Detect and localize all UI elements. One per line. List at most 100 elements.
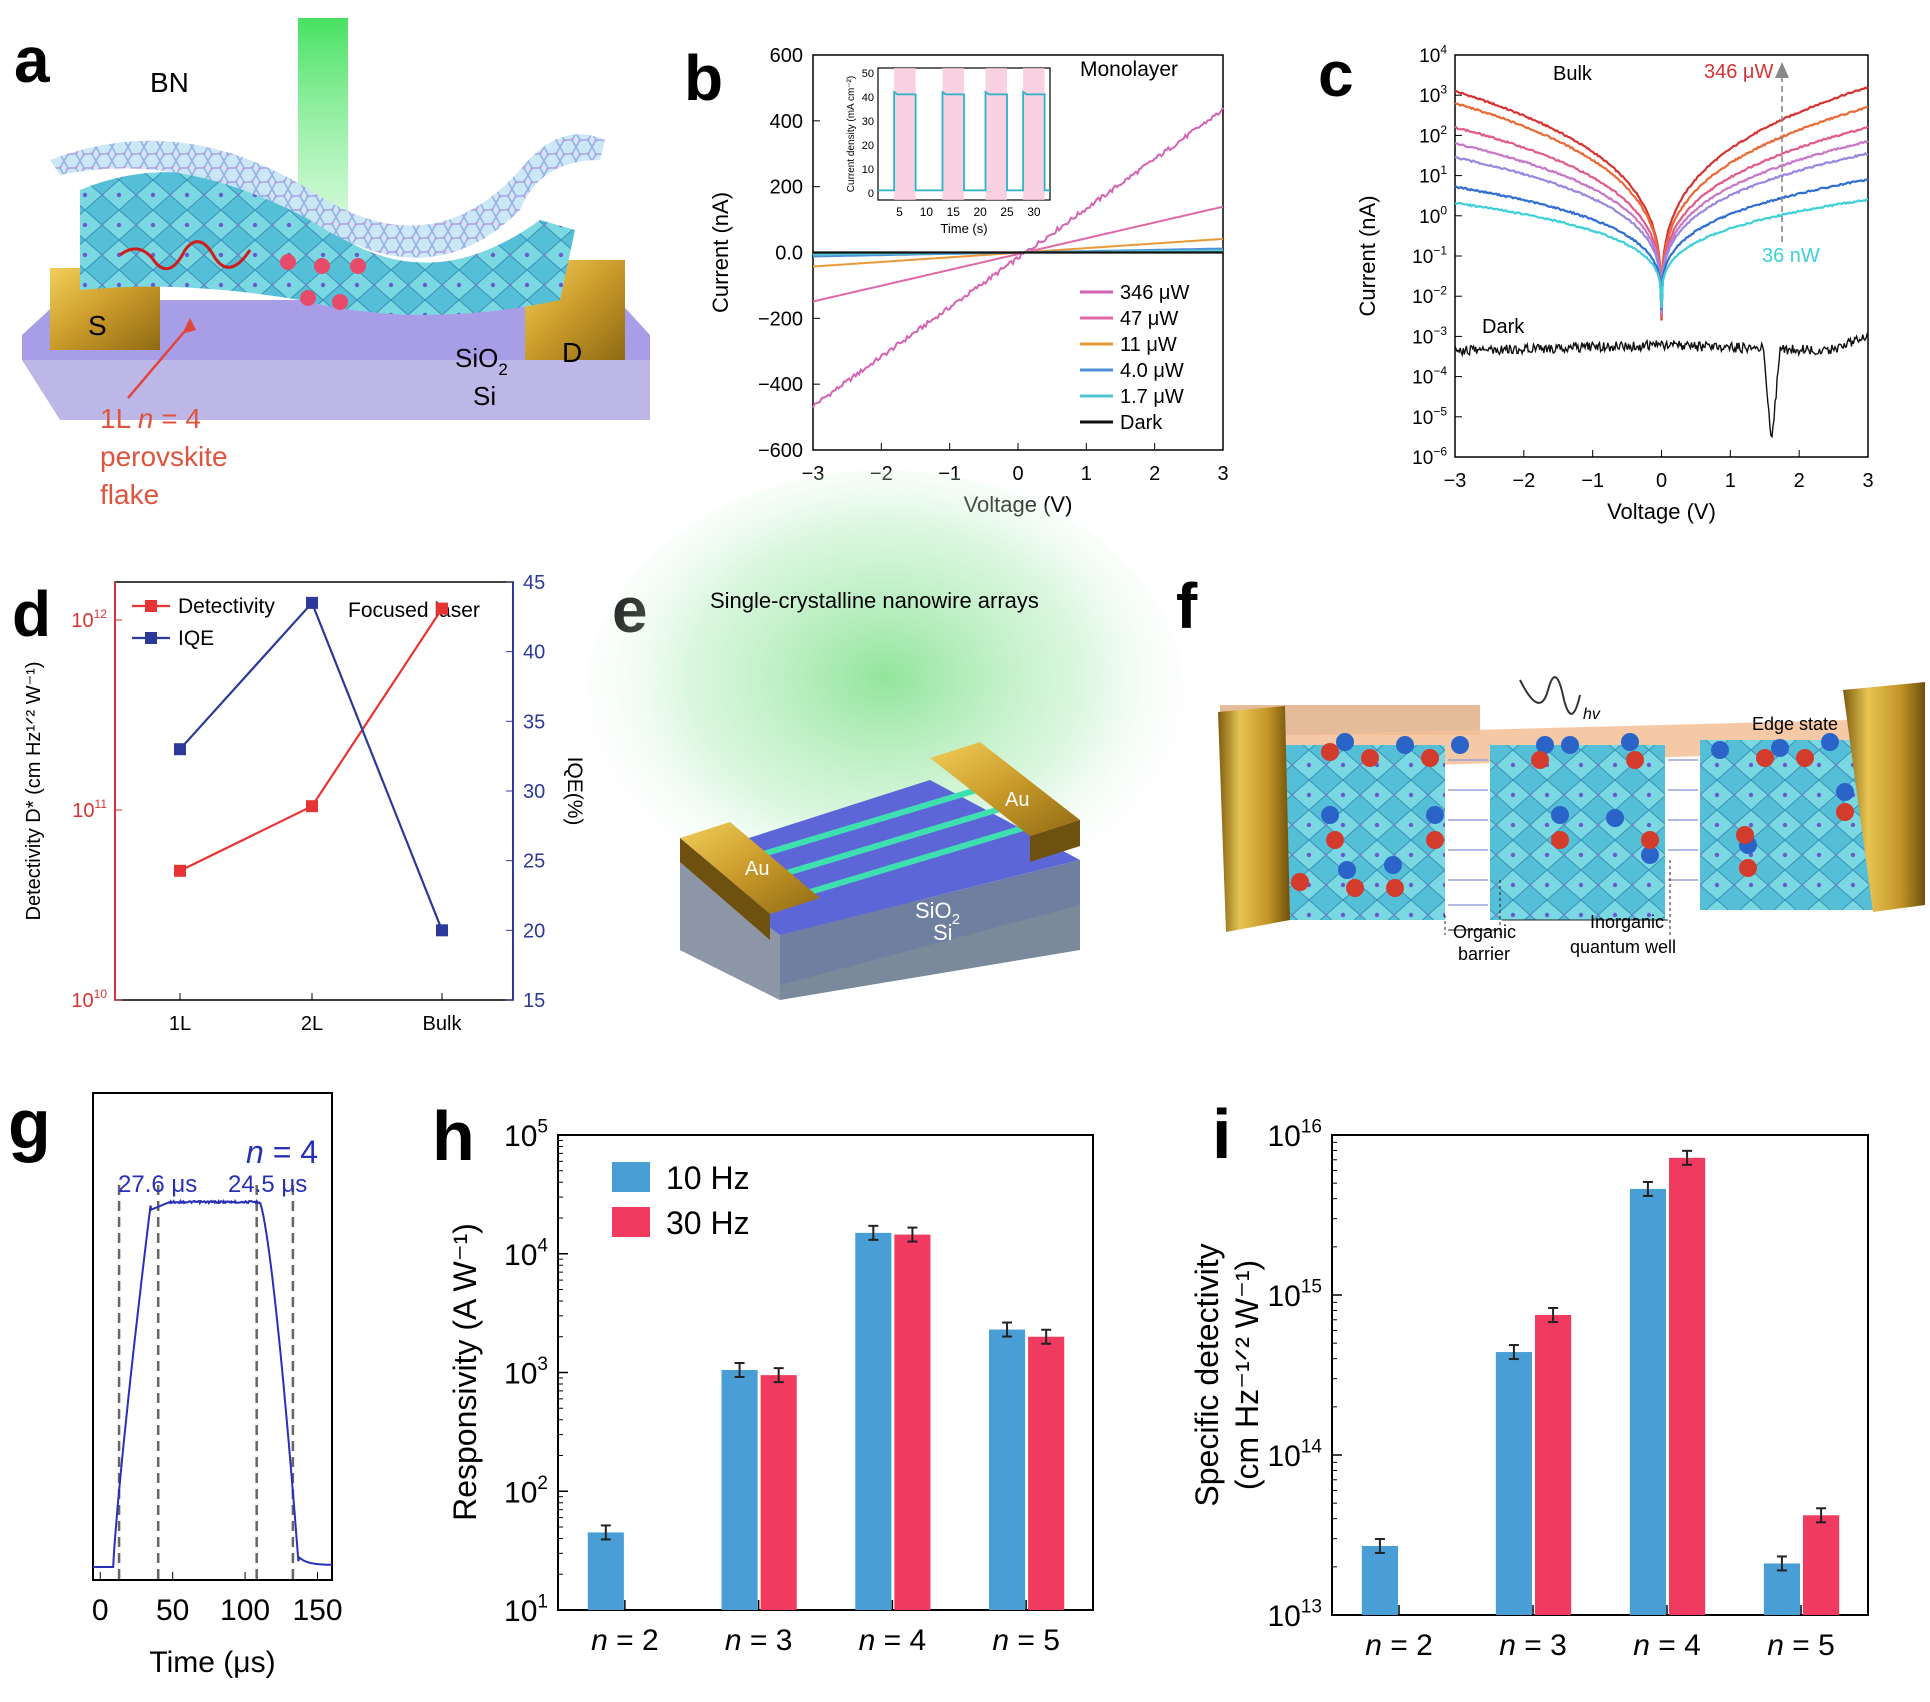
inset-x-tick-label: 25 (1000, 205, 1014, 219)
panel-i: i 1013 1014 1015 1016 n = 2 n = 3 n = 4 n = 5 Sp… (1189, 1095, 1869, 1662)
fall-time-label: 24.5 μs (228, 1171, 307, 1198)
legend-marker-d (145, 632, 157, 644)
electron-f (1338, 861, 1356, 879)
inset-x-tick-label: 5 (896, 205, 903, 219)
legend-label-b: Dark (1120, 412, 1163, 434)
drain-label: D (562, 337, 582, 368)
y-tick-label-gI: 1016 (1267, 1117, 1322, 1154)
legend-label-b: 4.0 μW (1120, 360, 1184, 382)
series-line-c (1454, 125, 1869, 317)
panel-h: h 101 102 103 104 105 n = 2 n = 3 n = 4 n = 5 Res… (432, 1097, 1094, 1657)
inset-y-tick-label: 0 (868, 188, 874, 200)
iqe-point (174, 743, 186, 756)
electron-f (1561, 736, 1579, 754)
right-tick-label-d: 45 (523, 572, 545, 594)
legend-marker-d (145, 600, 157, 612)
inset-x-tick-label: 30 (1027, 205, 1041, 219)
inset-y-tick-label: 30 (862, 116, 874, 128)
electron-f (1396, 736, 1414, 754)
bar-gH (855, 1232, 892, 1610)
panel-letter-i: i (1212, 1095, 1231, 1173)
iqe-point (436, 924, 448, 937)
panel-letter-c: c (1318, 38, 1354, 110)
hv-label: hv (1583, 706, 1601, 723)
series-line-c (1454, 177, 1869, 310)
organic-barrier-line1: Organic (1453, 922, 1516, 942)
iqe-line (179, 600, 444, 931)
electron-f (1321, 806, 1339, 824)
y-tick-label-gI: 1015 (1267, 1277, 1322, 1314)
y-tick-label-gI: 1014 (1267, 1437, 1322, 1474)
nanowires (749, 780, 1041, 901)
legend-label-b: 1.7 μW (1120, 386, 1184, 408)
bar-gH (721, 1369, 758, 1610)
panel-letter-g: g (8, 1085, 51, 1163)
x-tick-label-gI: n = 5 (1767, 1629, 1835, 1662)
panel-letter-b: b (684, 42, 723, 114)
electrons-a (280, 254, 366, 310)
photon-wave-a (119, 240, 252, 271)
x-tick-label-b: 3 (1217, 463, 1228, 485)
au-label-right: Au (1005, 789, 1029, 811)
electron-f (1821, 733, 1839, 751)
x-tick-label-gH: n = 2 (591, 1624, 659, 1657)
au-label-left: Au (745, 858, 769, 880)
y-tick-label-c: 10−3 (1412, 324, 1447, 349)
hole-f (1426, 831, 1444, 849)
x-tick-label-gI: n = 2 (1365, 1629, 1433, 1662)
legend-swatch-h (612, 1162, 650, 1192)
hole-f (1739, 859, 1757, 877)
series-line-b (812, 205, 1224, 303)
y-tick-label-b: −200 (758, 308, 803, 330)
panel-f: f hv Edge state Organic barrier Inorgani… (1176, 570, 1925, 964)
legend-swatch-h (612, 1207, 650, 1237)
bar-gH (1028, 1336, 1065, 1610)
electron-f (1551, 806, 1569, 824)
electron-f (1536, 736, 1554, 754)
x-tick-label-g: 50 (156, 1594, 189, 1627)
hole-f (1531, 751, 1549, 769)
legend-label-d: Detectivity (178, 595, 275, 618)
inset-y-tick-label: 20 (862, 140, 874, 152)
panel-c: c −3 −2 −1 0 1 2 3 10−6 10−5 10−4 10−3 10−2 10−1 100 1… (1318, 38, 1874, 524)
perovskite-flake-a (80, 172, 575, 315)
inorganic-line1: Inorganic (1590, 912, 1664, 932)
hole-f (1321, 743, 1339, 761)
legend-label-b: 346 μW (1120, 282, 1189, 304)
dark-line-c (1454, 332, 1869, 439)
panel-b: b −3−2−10123−600−400−2000.0200400600Volt… (684, 42, 1229, 517)
y-tick-label-b: 400 (770, 111, 803, 133)
si-label-a: Si (473, 381, 496, 411)
bar-gI (1361, 1545, 1398, 1615)
bar-gI (1495, 1352, 1532, 1615)
y-tick-label-c: 10−6 (1412, 444, 1447, 469)
dark-label-c: Dark (1482, 316, 1525, 338)
series-line-b (812, 107, 1224, 408)
panel-letter-a: a (14, 24, 50, 96)
panel-letter-h: h (432, 1097, 475, 1175)
flake-label-line1: 1L n = 4 (100, 403, 201, 434)
hole-f (1626, 751, 1644, 769)
signal-line-g (93, 1198, 332, 1568)
inset-x-label: Time (s) (940, 221, 987, 236)
inset-light-on-band (894, 68, 916, 200)
legend-label-h: 10 Hz (666, 1160, 750, 1196)
right-tick-label-d: 35 (523, 711, 545, 733)
bar-gH (989, 1329, 1026, 1610)
plot-frame-d (114, 581, 514, 1001)
series-line-c (1454, 86, 1869, 321)
low-power-label-c: 36 nW (1762, 245, 1820, 267)
detectivity-point (436, 602, 448, 615)
right-tick-label-d: 25 (523, 851, 545, 873)
bar-gI (1535, 1314, 1572, 1615)
x-tick-label-g: 150 (292, 1594, 342, 1627)
edge-state-label: Edge state (1752, 714, 1838, 734)
x-tick-label-c: 1 (1725, 470, 1736, 492)
bar-gH (894, 1234, 931, 1610)
electron-f (1606, 809, 1624, 827)
panel-letter-f: f (1176, 570, 1198, 642)
legend-label-d: IQE (178, 627, 214, 650)
y-tick-label-b: 200 (770, 177, 803, 199)
series-line-c (1454, 151, 1869, 314)
